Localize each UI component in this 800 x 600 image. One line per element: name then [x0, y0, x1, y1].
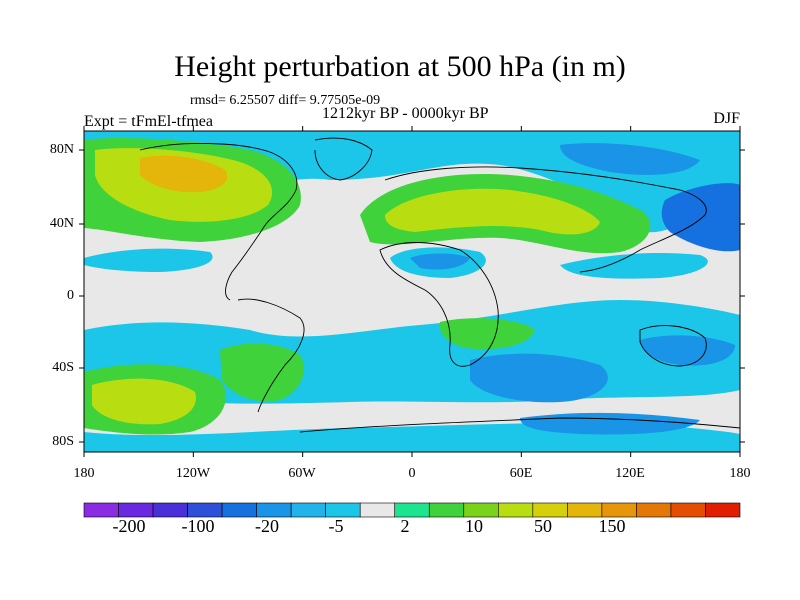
colorbar-swatch-3 — [187, 502, 223, 518]
contour-north-africa-blue-core — [410, 253, 470, 270]
coast-eurasia — [384, 166, 707, 273]
lat-label-equator: 0 — [67, 288, 74, 303]
colorbar-swatch-6 — [290, 502, 326, 518]
lon-label-180w: 180 — [73, 466, 95, 481]
colorbar-label-minus-200: -200 — [112, 516, 146, 536]
colorbar-label-150: 150 — [598, 516, 626, 536]
colorbar-swatch-8 — [359, 502, 396, 518]
lat-label-40s: 40S — [52, 360, 74, 375]
colorbar-swatch-7 — [325, 502, 361, 518]
colorbar-label-2: 2 — [400, 516, 410, 536]
colorbar-swatch-17 — [670, 502, 706, 518]
coastlines — [139, 137, 740, 433]
lon-label-180e: 180 — [729, 466, 751, 481]
lat-label-80n: 80N — [49, 142, 74, 157]
lon-label-60e: 60E — [509, 466, 533, 481]
colorbar-swatch-16 — [636, 502, 672, 518]
colorbar-swatch-2 — [152, 502, 188, 518]
contour-north-pacific-blue — [661, 183, 740, 252]
contour-north-america-orange — [140, 155, 228, 193]
contour-tropical-indian-blue — [560, 253, 708, 279]
rmsd-diff-stats: rmsd= 6.25507 diff= 9.77505e-09 — [190, 93, 381, 108]
lat-label-80s: 80S — [52, 434, 74, 449]
colorbar-swatch-18 — [705, 502, 741, 518]
contour-field — [84, 131, 740, 452]
colorbar-label-50: 50 — [534, 516, 552, 536]
colorbar-swatch-14 — [567, 502, 603, 518]
contour-eurasia-yellow — [385, 188, 600, 235]
colorbar-swatch-1 — [118, 502, 154, 518]
lat-label-40n: 40N — [49, 216, 74, 231]
chart-title: Height perturbation at 500 hPa (in m) — [174, 50, 626, 83]
coast-north-america — [139, 143, 298, 301]
coast-antarctica — [299, 417, 740, 433]
colorbar-swatch-13 — [532, 502, 568, 518]
colorbar-label-10: 10 — [465, 516, 483, 536]
colorbar-swatch-9 — [394, 502, 430, 518]
contour-south-atlantic-green — [439, 318, 535, 350]
colorbar-label-minus-20: -20 — [255, 516, 279, 536]
lon-label-0: 0 — [408, 466, 416, 481]
colorbar-swatch-11 — [463, 502, 499, 518]
contour-south-america-green — [220, 343, 304, 402]
coast-africa-europe — [379, 242, 499, 367]
lon-label-120e: 120E — [615, 466, 645, 481]
colorbar-label-minus-100: -100 — [181, 516, 215, 536]
contour-siberia-blue — [560, 143, 700, 175]
colorbar-swatch-15 — [601, 502, 637, 518]
season-label: DJF — [713, 110, 740, 127]
coast-south-america — [237, 298, 305, 413]
colorbar-swatch-5 — [256, 502, 292, 518]
experiment-label: Expt = tFmEl-tfmea — [84, 113, 213, 130]
contour-tropical-east-pacific-blue — [84, 248, 213, 272]
colorbar-swatch-12 — [498, 502, 534, 518]
colorbar-swatch-4 — [221, 502, 257, 518]
coast-greenland — [314, 137, 373, 181]
contour-south-atlantic-blue — [470, 353, 608, 403]
contour-south-pacific-blue — [640, 335, 735, 366]
colorbar-label-minus-5: -5 — [328, 516, 344, 536]
colorbar — [83, 502, 741, 518]
contour-south-pacific-yellow — [92, 378, 196, 425]
period-label: 1212kyr BP - 0000kyr BP — [322, 105, 489, 122]
colorbar-swatch-0 — [83, 502, 119, 518]
colorbar-swatch-10 — [428, 502, 465, 518]
lon-label-60w: 60W — [288, 466, 316, 481]
axis-ticks — [79, 126, 745, 457]
lon-label-120w: 120W — [175, 466, 211, 481]
coast-australia — [639, 325, 707, 367]
